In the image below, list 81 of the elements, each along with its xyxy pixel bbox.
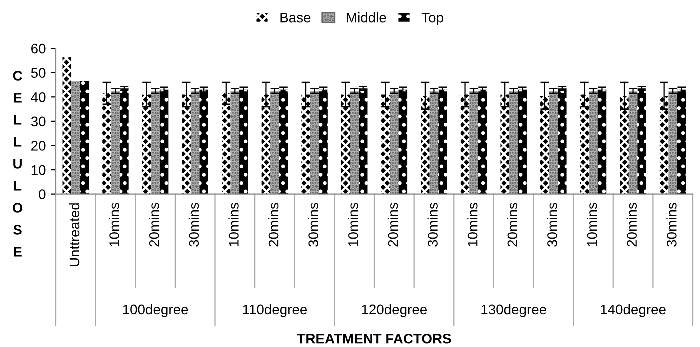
- bar: [190, 91, 200, 194]
- bar: [319, 90, 328, 194]
- bar: [430, 91, 439, 194]
- bar: [668, 91, 678, 194]
- bar: [470, 91, 478, 194]
- text: CELLULOSE: [12, 71, 23, 257]
- x-tick-label: 10mins: [228, 203, 239, 246]
- bar: [460, 94, 470, 194]
- x-tick-label: 20mins: [149, 203, 160, 247]
- bar: [558, 88, 567, 194]
- bar: [598, 90, 607, 194]
- bar: [478, 90, 488, 194]
- bar: [620, 96, 629, 194]
- legend-label: Middle: [347, 12, 386, 23]
- bar: [549, 91, 558, 194]
- y-tick-label: 10: [32, 165, 46, 176]
- x-tick-label: Unttreated: [69, 204, 80, 266]
- bar: [438, 90, 448, 194]
- x-tick-label: 10mins: [348, 203, 358, 246]
- text: 110degree: [243, 304, 308, 318]
- y-tick-label: 40: [31, 92, 46, 102]
- text: 100degree: [123, 304, 188, 318]
- x-tick-label: 20mins: [626, 203, 638, 247]
- bar: [142, 94, 152, 194]
- y-tick-label: 60: [32, 44, 46, 54]
- bar: [151, 91, 160, 194]
- bar: [518, 90, 527, 194]
- bar: [358, 88, 368, 194]
- bar: [341, 94, 350, 194]
- bar: [638, 88, 646, 194]
- x-tick-label: 30mins: [666, 203, 677, 247]
- bar: [509, 91, 518, 194]
- bar: [421, 96, 430, 194]
- bar: [580, 94, 590, 194]
- bar: [540, 96, 550, 194]
- bar: [500, 94, 510, 194]
- bar: [660, 96, 669, 194]
- text: 130degree: [482, 304, 546, 318]
- bar: [302, 94, 310, 194]
- bar: [72, 81, 80, 194]
- x-axis-title: TREATMENT FACTORS: [297, 334, 452, 344]
- bar: [390, 91, 399, 194]
- bar: [80, 81, 90, 194]
- x-tick-label: 30mins: [308, 203, 319, 247]
- text: 140degree: [601, 304, 666, 318]
- x-tick-label: 30mins: [428, 203, 438, 247]
- bar: [200, 90, 208, 194]
- bar: [160, 90, 169, 194]
- bar: [102, 94, 112, 194]
- x-tick-label: 10mins: [586, 203, 598, 246]
- y-tick-label: 20: [32, 141, 46, 151]
- y-tick-label: 30: [31, 116, 46, 127]
- bar: [230, 91, 240, 194]
- bar: [111, 91, 120, 194]
- legend-label: Top: [422, 13, 444, 26]
- bar: [62, 57, 72, 194]
- x-tick-label: 20mins: [507, 203, 518, 247]
- x-tick-label: 30mins: [188, 203, 200, 247]
- x-tick-label: 10mins: [468, 203, 478, 246]
- legend-label: Base: [280, 13, 311, 23]
- bar: [628, 91, 638, 194]
- bar: [677, 90, 686, 194]
- bar: [270, 91, 280, 194]
- text: 120degree: [362, 304, 428, 318]
- x-tick-label: 10mins: [109, 203, 120, 246]
- bar: [222, 94, 231, 194]
- bar: [310, 91, 320, 194]
- bar: [589, 91, 598, 194]
- x-tick-label: 30mins: [547, 203, 558, 247]
- bar: [381, 94, 390, 194]
- bar: [182, 94, 191, 194]
- bar: [262, 94, 271, 194]
- bar: [398, 90, 408, 194]
- bar: [120, 88, 129, 194]
- x-tick-label: 20mins: [388, 203, 398, 247]
- bar: [240, 90, 248, 194]
- bar: [350, 91, 359, 194]
- x-tick-label: 20mins: [268, 203, 279, 247]
- y-tick-label: 50: [31, 68, 46, 78]
- y-tick-label: 0: [39, 190, 46, 200]
- bar: [279, 90, 288, 194]
